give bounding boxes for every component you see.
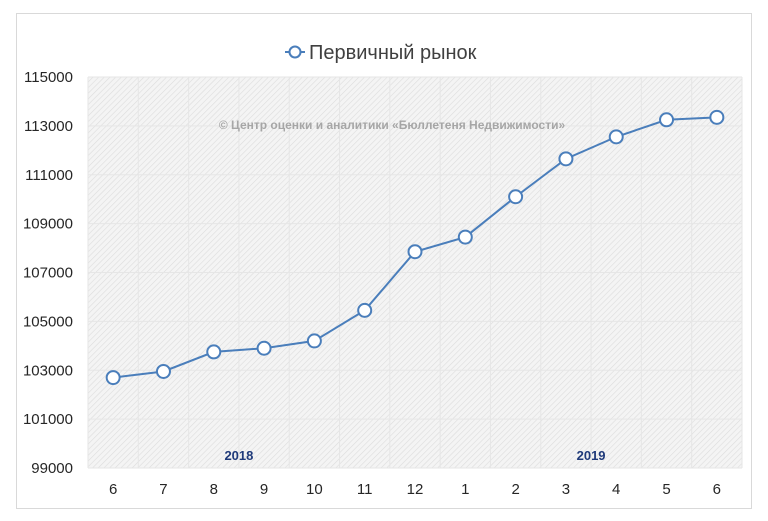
gridlines — [87, 76, 743, 469]
year-label: 2018 — [224, 448, 253, 463]
x-tick-label: 6 — [109, 481, 117, 498]
data-point-marker[interactable] — [457, 229, 473, 245]
y-tick-label: 109000 — [23, 216, 73, 233]
data-point-marker[interactable] — [206, 344, 222, 360]
legend-label: Первичный рынок — [309, 42, 477, 64]
data-point-marker[interactable] — [407, 244, 423, 260]
x-axis: 6 7 8 9 10 11 12 1 2 3 4 5 6 — [109, 481, 721, 498]
y-tick-label: 101000 — [23, 411, 73, 428]
y-tick-label: 111000 — [25, 167, 73, 184]
legend-marker-icon — [288, 45, 302, 59]
y-axis: 99000 101000 103000 105000 107000 109000 11100… — [23, 69, 73, 477]
data-point-marker[interactable] — [256, 340, 272, 356]
data-point-marker[interactable] — [105, 370, 121, 386]
x-tick-label: 12 — [407, 481, 424, 498]
y-tick-label: 105000 — [23, 313, 73, 330]
data-point-marker[interactable] — [558, 151, 574, 167]
watermark: © Центр оценки и аналитики «Бюллетеня Не… — [219, 118, 566, 132]
year-label: 2019 — [577, 448, 606, 463]
year-labels: 2018 2019 — [224, 448, 605, 463]
x-tick-label: 10 — [306, 481, 323, 498]
data-point-marker[interactable] — [155, 363, 171, 379]
x-tick-label: 8 — [210, 481, 218, 498]
data-point-marker[interactable] — [608, 129, 624, 145]
y-tick-label: 99000 — [31, 460, 73, 477]
x-tick-label: 4 — [612, 481, 620, 498]
y-tick-label: 103000 — [23, 362, 73, 379]
x-tick-label: 1 — [461, 481, 469, 498]
data-point-marker[interactable] — [306, 333, 322, 349]
x-tick-label: 6 — [713, 481, 721, 498]
data-point-marker[interactable] — [508, 189, 524, 205]
y-tick-label: 113000 — [24, 118, 73, 135]
x-tick-label: 3 — [562, 481, 570, 498]
y-tick-label: 107000 — [23, 265, 73, 282]
x-tick-label: 5 — [662, 481, 670, 498]
series-primary-market — [105, 109, 725, 386]
x-tick-label: 2 — [511, 481, 519, 498]
legend: Первичный рынок — [285, 42, 477, 64]
x-tick-label: 9 — [260, 481, 268, 498]
x-tick-label: 11 — [357, 481, 373, 498]
data-point-marker[interactable] — [659, 112, 675, 128]
y-tick-label: 115000 — [24, 69, 73, 86]
x-tick-label: 7 — [159, 481, 167, 498]
data-point-marker[interactable] — [709, 109, 725, 125]
data-point-marker[interactable] — [357, 302, 373, 318]
